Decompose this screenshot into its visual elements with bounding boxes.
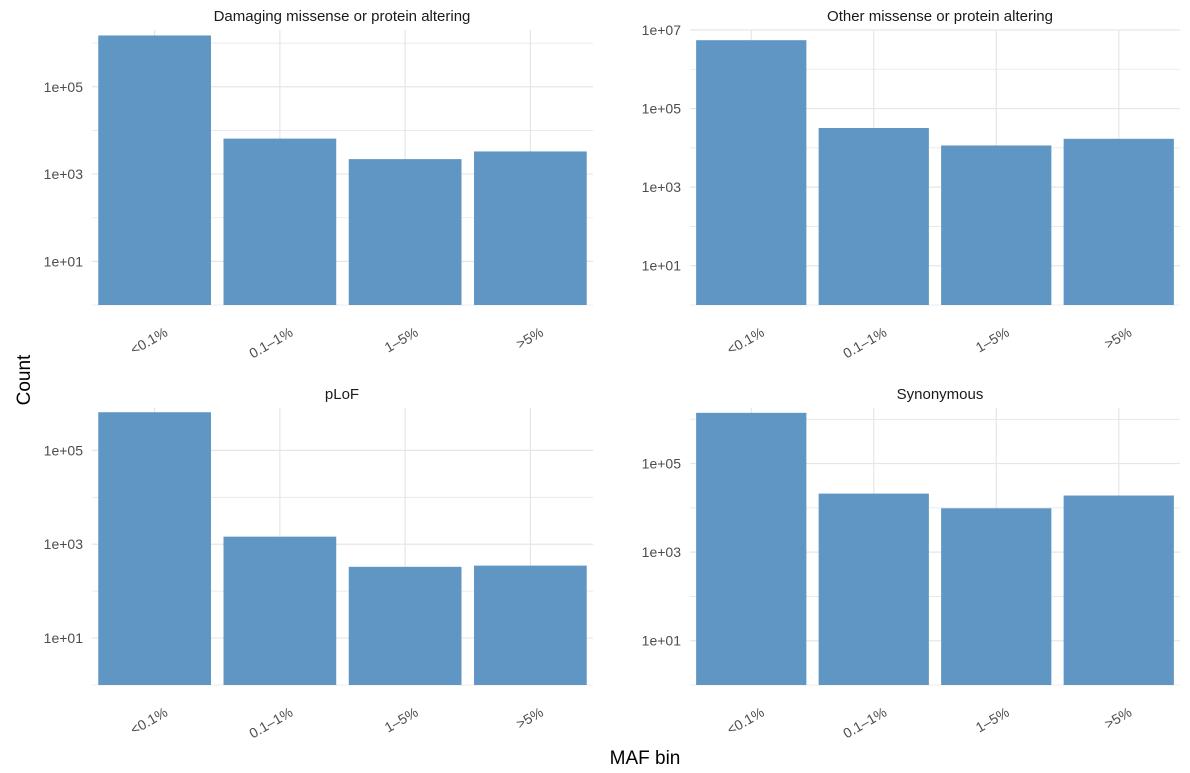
bar	[98, 35, 211, 305]
panel-title-synonymous: Synonymous	[896, 386, 984, 403]
x-tick-label: 0.1–1%	[840, 704, 889, 742]
y-tick-label: 1e+05	[642, 101, 682, 117]
bar	[474, 151, 587, 305]
x-tick-label: 1–5%	[382, 704, 421, 736]
bar	[818, 493, 929, 685]
y-tick-label: 1e+03	[44, 166, 84, 182]
x-tick-label: <0.1%	[127, 704, 170, 738]
bar	[696, 40, 807, 305]
panel-title-other-missense: Other missense or protein altering	[827, 8, 1053, 25]
bar	[818, 128, 929, 305]
y-tick-label: 1e+03	[642, 179, 682, 195]
panel-title-damaging-missense: Damaging missense or protein altering	[213, 8, 471, 25]
y-tick-label: 1e+03	[44, 536, 84, 552]
panel-damaging-missense: 1e+01 1e+03 1e+05 <0.1% 0.1–1% 1–5% >5%	[44, 30, 593, 361]
panel-plof: 1e+01 1e+03 1e+05 <0.1% 0.1–1% 1–5% >5%	[44, 408, 593, 741]
y-tick-label: 1e+05	[44, 79, 84, 95]
bar	[1063, 495, 1174, 685]
x-tick-label: 0.1–1%	[840, 324, 889, 362]
x-tick-label: <0.1%	[127, 324, 170, 358]
y-tick-label: 1e+07	[642, 22, 682, 38]
bar	[696, 412, 807, 685]
y-tick-label: 1e+05	[44, 442, 84, 458]
x-tick-label: >5%	[513, 704, 546, 732]
x-tick-label: <0.1%	[724, 324, 767, 358]
x-tick-label: >5%	[1102, 324, 1135, 352]
y-tick-label: 1e+01	[44, 253, 84, 269]
bar	[1063, 138, 1174, 305]
bar	[223, 138, 337, 305]
panel-other-missense: 1e+01 1e+03 1e+05 1e+07 <0.1% 0.1–1% 1–5% >5%	[642, 22, 1180, 361]
bar	[474, 565, 587, 685]
x-tick-label: 1–5%	[382, 324, 421, 356]
y-tick-label: 1e+01	[642, 258, 682, 274]
x-tick-label: >5%	[513, 324, 546, 352]
y-tick-label: 1e+05	[642, 456, 682, 472]
y-tick-label: 1e+01	[642, 633, 682, 649]
x-axis-title: MAF bin	[609, 748, 681, 769]
bar	[941, 508, 1052, 685]
y-axis-title: Count	[14, 354, 35, 406]
y-tick-label: 1e+01	[44, 630, 84, 646]
y-tick-label: 1e+03	[642, 544, 682, 560]
x-tick-label: <0.1%	[724, 704, 767, 738]
bar	[348, 159, 462, 305]
x-tick-label: 1–5%	[973, 704, 1012, 736]
x-tick-label: 0.1–1%	[246, 324, 295, 362]
x-tick-label: 0.1–1%	[246, 704, 295, 742]
bar	[348, 566, 462, 685]
panel-title-plof: pLoF	[324, 386, 360, 403]
x-tick-label: 1–5%	[973, 324, 1012, 356]
bar	[223, 536, 337, 685]
bar	[98, 412, 211, 685]
panel-synonymous: 1e+01 1e+03 1e+05 <0.1% 0.1–1% 1–5% >5%	[642, 408, 1180, 741]
x-tick-label: >5%	[1102, 704, 1135, 732]
bar	[941, 145, 1052, 305]
